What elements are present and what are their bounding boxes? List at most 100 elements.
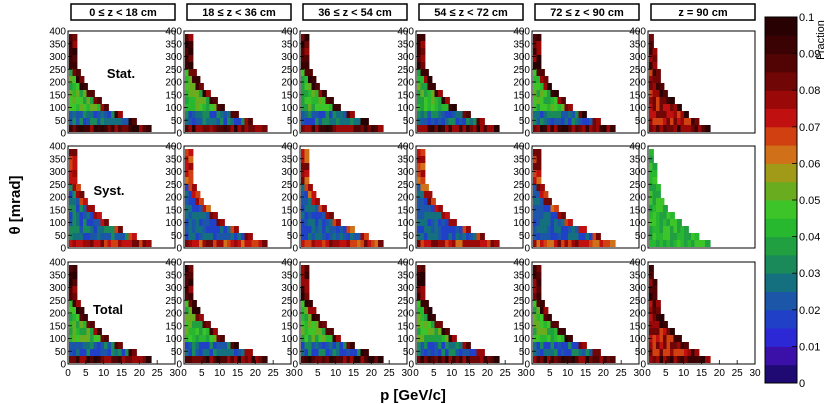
heatmap-cell [100,342,106,349]
heatmap-cell [72,191,78,198]
heatmap-cell [424,335,429,342]
heatmap-cell [69,125,75,132]
heatmap-cell [438,125,444,132]
heatmap-cell [420,90,426,97]
heatmap-cell [76,233,81,240]
y-tick-label: 100 [49,218,66,229]
heatmap-cell [128,118,134,125]
heatmap-cell [680,226,686,233]
heatmap-cell [308,349,313,356]
heatmap-cell [185,342,190,349]
heatmap-cell [360,240,367,247]
heatmap-cell [72,41,78,48]
y-tick-label: 400 [513,27,530,38]
heatmap-cell [677,118,682,125]
heatmap-cell [441,118,447,125]
heatmap-cell [424,307,429,314]
heatmap-cell [564,104,570,111]
heatmap-cell [76,104,81,111]
heatmap-cell [76,111,81,118]
heatmap-cell [599,125,606,132]
heatmap-cell [234,240,240,247]
heatmap-cell [185,286,190,293]
heatmap-cell [652,76,658,83]
heatmap-cell [322,349,327,356]
heatmap-cell [434,335,440,342]
heatmap-cell [417,76,422,83]
heatmap-cell [83,118,88,125]
heatmap-cell [79,307,85,314]
heatmap-cell [680,342,686,349]
heatmap-cell [575,349,580,356]
heatmap-cell [83,111,88,118]
heatmap-cell [652,212,658,219]
heatmap-cell [427,104,433,111]
x-tick-label: 25 [268,368,280,379]
heatmap-cell [462,240,469,247]
heatmap-cell [420,240,427,247]
heatmap-cell [536,125,543,132]
heatmap-cell [417,149,422,156]
heatmap-cell [431,111,436,118]
y-tick-label: 400 [281,258,298,269]
heatmap-cell [445,226,450,233]
heatmap-cell [142,356,149,363]
palette-swatch [765,35,797,55]
heatmap-cell [329,226,334,233]
palette-tick-label: 0.07 [799,122,820,134]
heatmap-cell [536,69,542,76]
y-tick-label: 200 [397,193,414,204]
heatmap-cell [427,212,433,219]
y-tick-label: 100 [513,218,530,229]
heatmap-cell [557,240,564,247]
heatmap-cell [237,349,243,356]
heatmap-cell [209,104,215,111]
heatmap-cell [343,125,349,132]
heatmap-cell [93,97,99,104]
heatmap-cell [431,328,436,335]
heatmap-cell [666,328,672,335]
heatmap-cell [652,356,659,363]
y-tick-label: 100 [397,103,414,114]
heatmap-cell [417,212,422,219]
y-tick-label: 400 [397,258,414,269]
heatmap-cell [417,300,422,307]
heatmap-cell [188,41,194,48]
heatmap-cell [83,356,89,363]
heatmap-cell [473,125,479,132]
heatmap-cell [72,307,78,314]
heatmap-cell [234,111,239,118]
palette-swatch [765,145,797,164]
heatmap-cell [533,90,538,97]
heatmap-cell [315,83,320,90]
heatmap-cell [564,335,570,342]
heatmap-cell [209,118,215,125]
heatmap-cell [417,293,422,300]
y-tick-label: 250 [629,296,646,307]
heatmap-cell [223,111,229,118]
heatmap-cell [227,342,232,349]
heatmap-cell [188,328,194,335]
heatmap-cell [202,240,209,247]
y-tick-label: 50 [171,116,183,127]
heatmap-cell [448,233,454,240]
heatmap-cell [536,83,542,90]
heatmap-cell [561,212,566,219]
heatmap-cell [318,328,324,335]
y-tick-label: 300 [49,52,66,63]
heatmap-cell [76,328,81,335]
heatmap-cell [445,240,451,247]
heatmap-cell [462,111,468,118]
heatmap-cell [315,97,320,104]
heatmap-cell [206,356,212,363]
heatmap-cell [360,356,367,363]
heatmap-cell [543,233,549,240]
heatmap-cell [547,233,552,240]
heatmap-cell [536,191,542,198]
heatmap-cell [322,321,327,328]
heatmap-cell [649,307,654,314]
heatmap-cell [649,149,654,156]
x-tick-label: 30 [749,368,761,379]
